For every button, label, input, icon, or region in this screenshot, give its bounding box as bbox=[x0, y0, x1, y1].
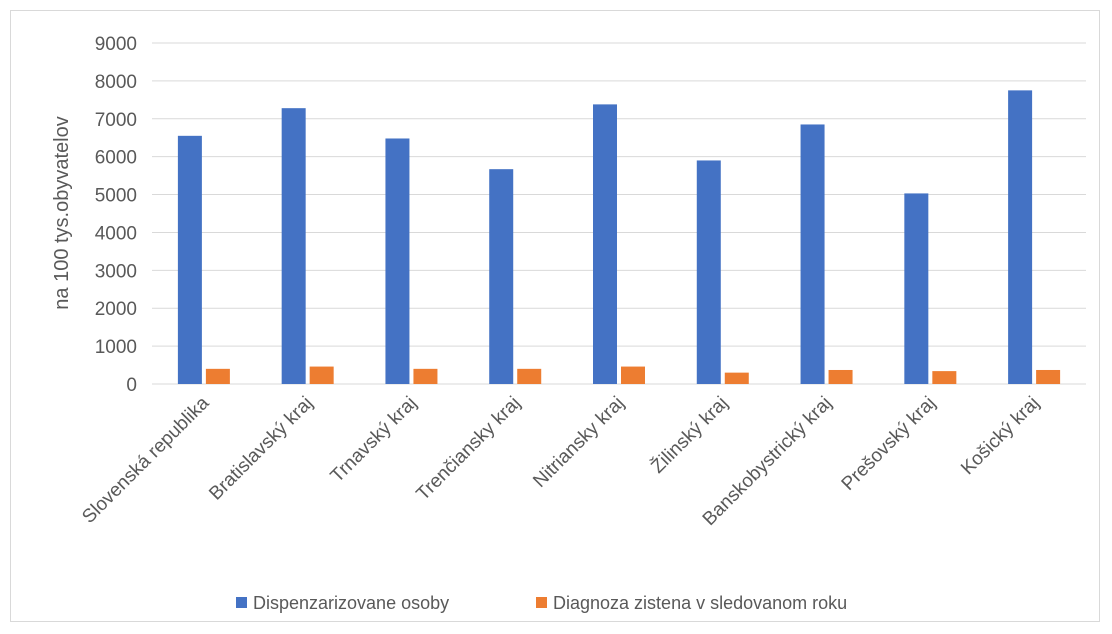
bar-series-1 bbox=[696, 160, 721, 384]
legend: Dispenzarizovane osoby Diagnoza zistena v… bbox=[236, 593, 847, 613]
x-tick-label: Trenčiansky kraj bbox=[413, 393, 525, 505]
x-tick-label: Bratislavský kraj bbox=[205, 393, 317, 505]
y-tick-label: 9000 bbox=[95, 34, 137, 55]
bar-series-2 bbox=[413, 368, 438, 384]
bar-series-1 bbox=[1008, 90, 1033, 384]
bar-series-1 bbox=[593, 104, 617, 384]
x-tick-label: Žilinský kraj bbox=[647, 392, 733, 478]
bar-series-1 bbox=[281, 108, 306, 385]
y-tick-label: 4000 bbox=[95, 223, 137, 244]
legend-swatch-series-2 bbox=[536, 597, 547, 608]
legend-swatch-series-1 bbox=[236, 597, 247, 608]
bar-series-2 bbox=[932, 371, 957, 384]
y-tick-label: 0 bbox=[126, 375, 137, 396]
x-tick-label: Slovenská republika bbox=[78, 392, 213, 527]
y-tick-label: 6000 bbox=[95, 148, 137, 169]
y-tick-label: 7000 bbox=[95, 110, 137, 131]
bar-series-2 bbox=[309, 366, 334, 384]
legend-label-series-2: Diagnoza zistena v sledovanom roku bbox=[553, 593, 847, 613]
y-axis-label: na 100 tys.obyvatelov bbox=[51, 116, 73, 309]
x-tick-label: Trnavský kraj bbox=[327, 393, 421, 487]
y-tick-label: 5000 bbox=[95, 186, 137, 207]
y-tick-label: 2000 bbox=[95, 299, 137, 320]
bar-series-2 bbox=[621, 366, 645, 384]
bar-series-1 bbox=[800, 124, 825, 384]
y-axis-ticks: 0 1000 2000 3000 4000 5000 6000 7000 8000 9000 bbox=[95, 34, 137, 396]
bar-series-2 bbox=[205, 368, 230, 384]
bars bbox=[177, 90, 1061, 385]
bar-series-2 bbox=[724, 372, 749, 384]
bar-series-1 bbox=[385, 138, 410, 384]
x-tick-label: Prešovský kraj bbox=[838, 393, 940, 495]
legend-label-series-1: Dispenzarizovane osoby bbox=[253, 593, 449, 613]
y-tick-label: 3000 bbox=[95, 261, 137, 282]
bar-series-1 bbox=[904, 193, 929, 384]
bar-series-1 bbox=[177, 135, 202, 384]
bar-series-2 bbox=[828, 369, 853, 384]
bar-series-1 bbox=[489, 169, 514, 384]
x-tick-label: Košický kraj bbox=[957, 393, 1044, 480]
bar-series-2 bbox=[1036, 369, 1061, 384]
y-tick-label: 1000 bbox=[95, 337, 137, 358]
gridlines bbox=[152, 42, 1086, 385]
x-tick-label: Nitriansky kraj bbox=[529, 393, 628, 492]
y-tick-label: 8000 bbox=[95, 72, 137, 93]
bar-series-2 bbox=[517, 368, 542, 384]
